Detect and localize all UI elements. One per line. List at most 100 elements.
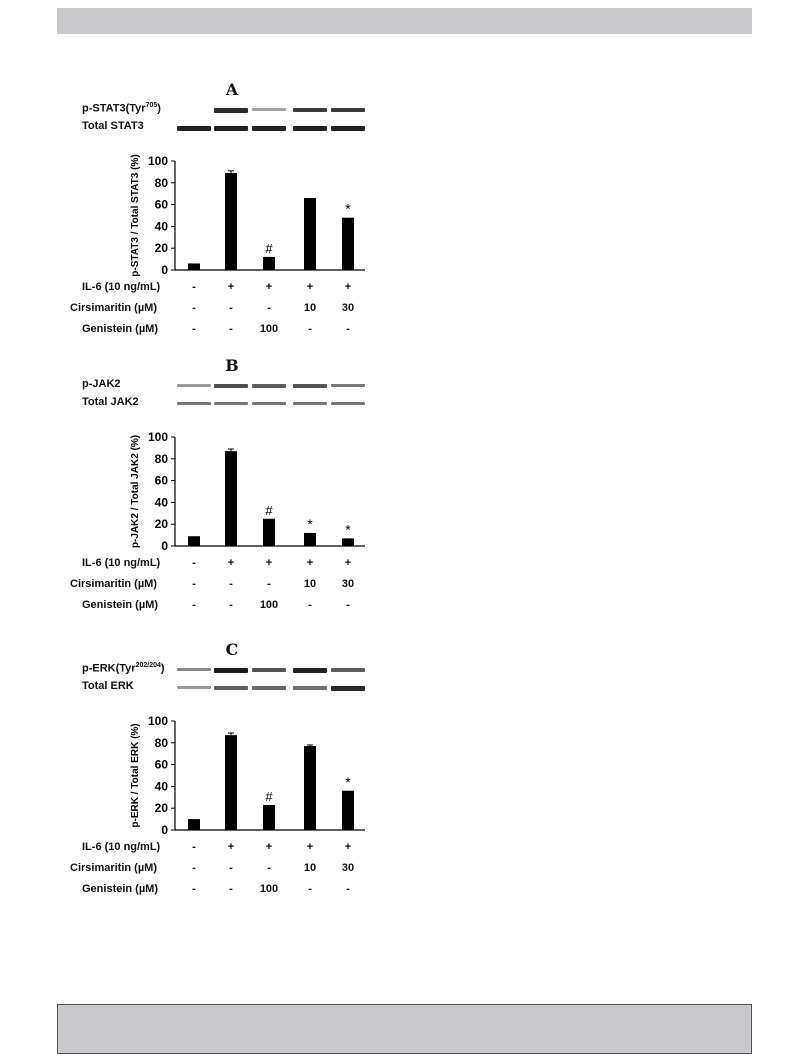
condition-value: 30	[341, 862, 355, 874]
condition-value: 30	[341, 302, 355, 314]
blot-band	[214, 686, 248, 690]
condition-value: -	[346, 883, 350, 895]
significance-hash: #	[265, 789, 273, 804]
condition-value: -	[192, 281, 196, 293]
condition-value: -	[308, 599, 312, 611]
blot-band	[214, 126, 248, 131]
condition-value: +	[344, 281, 352, 293]
condition-value: -	[308, 883, 312, 895]
blot-band	[331, 668, 365, 672]
blot-label: Total JAK2	[82, 396, 139, 408]
bar	[188, 536, 200, 546]
y-axis-label: p-STAT3 / Total STAT3 (%)	[130, 154, 141, 276]
condition-value: -	[346, 599, 350, 611]
blot-band	[331, 686, 365, 691]
condition-value: -	[229, 599, 233, 611]
y-tick-label: 0	[161, 263, 168, 277]
condition-value: -	[229, 302, 233, 314]
bar	[304, 198, 316, 270]
chart-a: 0 20 40 60 80 100 p-STAT3 / Total STAT3 (%) # *	[130, 108, 365, 277]
bar	[342, 538, 354, 546]
blot-band	[177, 384, 211, 387]
significance-hash: #	[265, 503, 273, 518]
blot-band	[177, 402, 211, 405]
condition-value: +	[265, 281, 273, 293]
blot-label: Total ERK	[82, 680, 134, 692]
blot-band	[331, 402, 365, 405]
condition-label: Genistein (µM)	[82, 599, 159, 611]
condition-label: Genistein (µM)	[82, 883, 159, 895]
blot-band	[293, 686, 327, 690]
blot-label: p-STAT3(Tyr705)	[82, 102, 161, 115]
bar	[225, 735, 237, 830]
bar	[304, 746, 316, 830]
y-tick-label: 60	[155, 474, 169, 488]
blot-band	[177, 126, 211, 131]
y-axis-label: p-JAK2 / Total JAK2 (%)	[130, 435, 141, 548]
blot-band	[214, 402, 248, 405]
y-tick-label: 100	[148, 714, 168, 728]
condition-value: 10	[303, 578, 317, 590]
bar	[188, 263, 200, 270]
condition-value: +	[306, 841, 314, 853]
blot-label-text: p-STAT3(Tyr	[82, 102, 146, 115]
blot-band	[252, 384, 286, 388]
blot-band	[252, 668, 286, 672]
condition-value: -	[192, 578, 196, 590]
condition-value: -	[192, 323, 196, 335]
y-tick-label: 0	[161, 823, 168, 837]
condition-value: +	[306, 557, 314, 569]
panel-letter: B	[225, 356, 239, 375]
y-tick-label: 40	[155, 219, 169, 233]
condition-value: -	[192, 841, 196, 853]
condition-value: +	[227, 841, 235, 853]
y-tick-label: 20	[155, 241, 169, 255]
bottom-caption-box	[57, 1004, 752, 1054]
condition-value: -	[192, 883, 196, 895]
bar	[225, 451, 237, 546]
condition-value: -	[229, 883, 233, 895]
bar	[342, 790, 354, 830]
blot-label-suffix: )	[160, 662, 165, 675]
panel-letter: C	[225, 640, 239, 659]
blot-band	[214, 108, 248, 113]
blot-band	[252, 686, 286, 690]
blot-band	[331, 108, 365, 112]
y-tick-label: 80	[155, 176, 169, 190]
y-tick-label: 40	[155, 495, 169, 509]
chart-c: 0 20 40 60 80 100 p-ERK / Total ERK (%) # *	[130, 668, 365, 837]
chart-b: 0 20 40 60 80 100 p-JAK2 / Total JAK2 (%) # * *	[130, 384, 365, 553]
blot-band	[293, 402, 327, 405]
blot-band	[331, 126, 365, 131]
condition-label: Cirsimaritin (µM)	[70, 578, 158, 590]
significance-asterisk: *	[345, 774, 351, 790]
blot-label: p-JAK2	[82, 378, 121, 390]
bar	[304, 532, 316, 546]
blot-band	[177, 668, 211, 671]
significance-asterisk: *	[345, 521, 351, 537]
condition-value: +	[344, 841, 352, 853]
condition-value: +	[344, 557, 352, 569]
condition-value: +	[227, 557, 235, 569]
y-tick-label: 40	[155, 779, 169, 793]
condition-label: IL-6 (10 ng/mL)	[82, 557, 161, 569]
y-tick-label: 60	[155, 198, 169, 212]
condition-value: -	[308, 323, 312, 335]
blot-band	[252, 108, 286, 111]
condition-value: 10	[303, 302, 317, 314]
condition-value: +	[306, 281, 314, 293]
blot-label-superscript: 202/204	[135, 662, 161, 669]
condition-label: Cirsimaritin (µM)	[70, 302, 158, 314]
panel-letter: A	[225, 80, 239, 99]
blot-band	[331, 384, 365, 387]
condition-label: IL-6 (10 ng/mL)	[82, 281, 161, 293]
blot-band	[252, 402, 286, 405]
bar	[188, 819, 200, 830]
condition-value: 30	[341, 578, 355, 590]
blot-label-text: p-JAK2	[82, 378, 121, 390]
bar	[263, 256, 275, 270]
significance-asterisk: *	[345, 201, 351, 217]
blot-label-suffix: )	[157, 102, 161, 115]
